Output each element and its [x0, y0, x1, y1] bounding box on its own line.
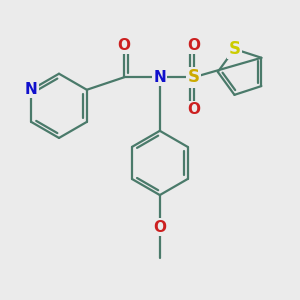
Text: O: O — [153, 220, 166, 235]
Text: S: S — [229, 40, 241, 58]
Text: O: O — [118, 38, 130, 53]
Text: O: O — [187, 38, 200, 53]
Text: N: N — [25, 82, 38, 97]
Text: S: S — [188, 68, 200, 86]
Text: N: N — [153, 70, 166, 85]
Text: O: O — [187, 102, 200, 117]
